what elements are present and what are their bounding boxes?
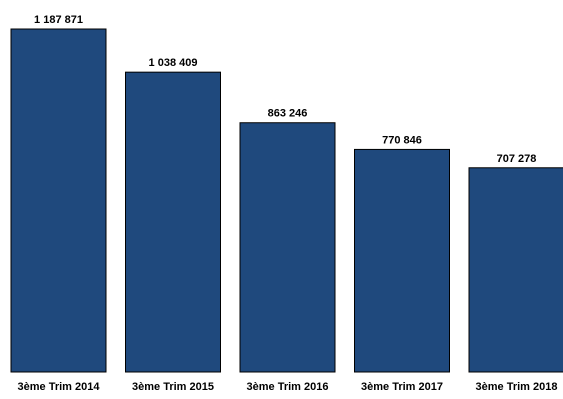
category-label-2: 3ème Trim 2015: [132, 381, 214, 393]
category-label-4: 3ème Trim 2017: [361, 381, 443, 393]
category-label-3: 3ème Trim 2016: [247, 381, 329, 393]
bar-2: [125, 71, 221, 373]
category-label-5: 3ème Trim 2018: [476, 381, 558, 393]
category-label-1: 3ème Trim 2014: [18, 381, 101, 393]
category-labels-group: 3ème Trim 2014 3ème Trim 2015 3ème Trim 20…: [18, 381, 558, 393]
bar-4: [354, 148, 450, 373]
value-label-4: 770 846: [382, 134, 422, 146]
bar-5: [468, 167, 563, 373]
value-label-1: 1 187 871: [34, 14, 83, 26]
value-label-3: 863 246: [268, 108, 308, 120]
bar-3: [239, 122, 336, 373]
value-label-2: 1 038 409: [149, 57, 198, 69]
bars-group: [10, 28, 563, 373]
bar-1: [10, 28, 107, 373]
value-label-5: 707 278: [497, 153, 537, 165]
value-labels-group: 1 187 871 1 038 409 863 246 770 846 707 278: [34, 14, 536, 165]
